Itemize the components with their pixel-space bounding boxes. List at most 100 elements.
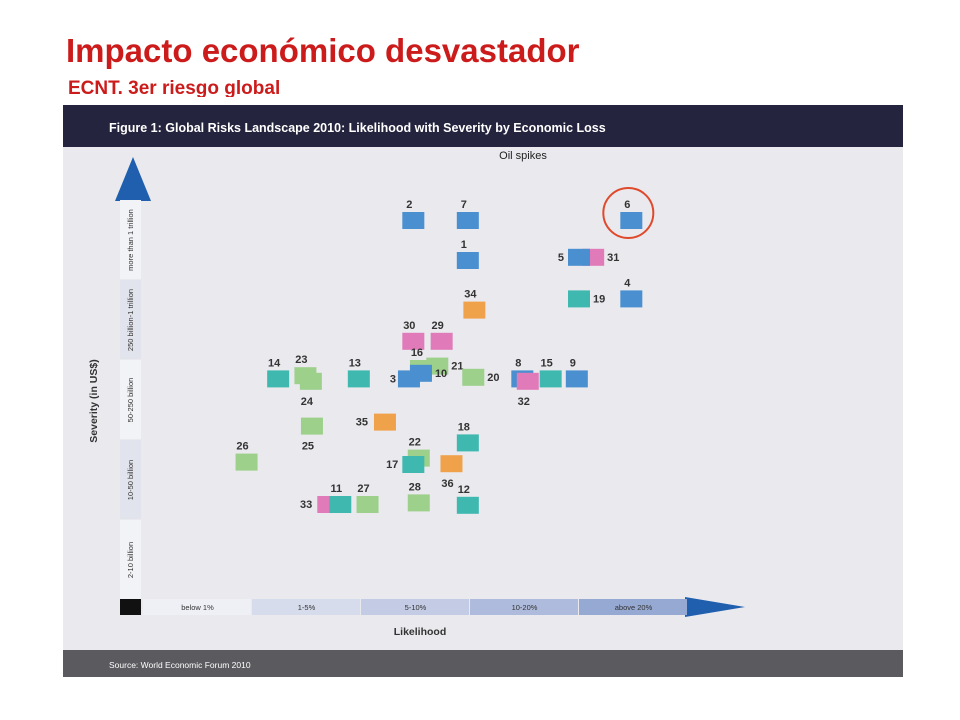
risk-point-28 [407, 494, 430, 512]
risk-point-label: 35 [356, 417, 368, 429]
risk-point-label: 15 [541, 357, 553, 369]
risk-point-12 [456, 496, 479, 514]
risk-point-14 [267, 370, 290, 388]
x-band-0 [143, 599, 251, 615]
risk-point-27 [356, 496, 379, 513]
risk-point-10 [409, 364, 432, 382]
risk-point-label: 2 [406, 199, 412, 211]
risk-point-label: 20 [487, 372, 499, 384]
y-band-2 [120, 360, 141, 439]
y-band-4 [120, 200, 141, 279]
risk-point-label: 10 [435, 368, 447, 380]
risk-point-15 [539, 370, 562, 388]
risk-point-1 [456, 252, 479, 269]
risk-point-24 [299, 372, 322, 390]
risk-point-label: 31 [607, 252, 619, 264]
highlight-circle [602, 187, 655, 239]
risk-point-label: 30 [403, 320, 415, 332]
x-tick-label: 1-5% [298, 603, 316, 612]
risk-point-label: 27 [357, 483, 369, 495]
y-tick-label: 10-50 billion [126, 460, 135, 500]
x-axis-bands: below 1% 1-5% 5-10% 10-20% above 20% [143, 599, 687, 615]
y-tick-label: 250 billion-1 trillion [126, 289, 135, 351]
risk-point-label: 28 [409, 481, 421, 493]
risk-landscape-figure: Figure 1: Global Risks Landscape 2010: L… [63, 105, 903, 682]
risk-point-5 [568, 248, 590, 266]
risk-point-label: 8 [515, 357, 521, 369]
risk-point-25 [300, 417, 323, 435]
risk-point-label: 19 [593, 293, 605, 305]
risk-point-label: 4 [624, 277, 631, 289]
x-tick-label: 10-20% [512, 603, 538, 612]
risk-point-36 [440, 455, 463, 473]
y-axis-label: Severity (in US$) [88, 359, 100, 442]
risk-point-label: 36 [441, 478, 453, 490]
risk-point-30 [402, 332, 425, 350]
risk-point-32 [516, 372, 539, 390]
y-axis-bands: 2-10 billion 10-50 billion 50-250 billion 2… [120, 200, 141, 599]
risk-point-19 [568, 290, 590, 308]
y-axis-arrow [115, 157, 151, 201]
risk-point-13 [347, 370, 370, 388]
risk-point-20 [462, 368, 485, 386]
risk-point-label: 14 [268, 357, 281, 369]
risk-point-label: 21 [451, 361, 463, 373]
risk-point-label: 13 [349, 357, 361, 369]
axis-origin-square [120, 599, 141, 615]
risk-point-26 [235, 453, 258, 471]
chart-footer-band [63, 650, 903, 677]
risk-point-9 [565, 370, 588, 388]
chart-header-band [63, 105, 903, 147]
risk-point-7 [456, 212, 479, 229]
risk-point-label: 34 [464, 289, 477, 301]
risk-point-label: 1 [461, 239, 467, 251]
risk-point-34 [463, 301, 486, 319]
risk-point-6 [620, 212, 643, 229]
chart-source: Source: World Economic Forum 2010 [109, 660, 251, 670]
risk-point-label: 9 [570, 357, 576, 369]
risk-point-17 [402, 456, 425, 473]
x-band-2 [361, 599, 469, 615]
slide-subtitle: ECNT. 3er riesgo global [68, 78, 281, 97]
risk-point-29 [430, 332, 453, 350]
risk-point-label: 22 [409, 437, 421, 449]
risk-point-label: 5 [558, 252, 564, 264]
risk-point-label: 6 [624, 199, 630, 211]
risk-landscape-chart: Figure 1: Global Risks Landscape 2010: L… [63, 105, 903, 677]
y-tick-label: more than 1 trillion [126, 209, 135, 271]
risk-point-label: 29 [432, 320, 444, 332]
y-tick-label: 2-10 billion [126, 542, 135, 578]
risk-point-label: 17 [386, 459, 398, 471]
risk-point-label: 26 [236, 441, 248, 453]
risk-point-4 [620, 290, 643, 308]
chart-panel [63, 105, 903, 677]
x-band-1 [252, 599, 360, 615]
x-axis-label: Likelihood [394, 626, 447, 638]
risk-point-label: 16 [411, 347, 423, 359]
x-tick-label: 5-10% [405, 603, 427, 612]
risk-point-11 [329, 496, 352, 513]
y-band-1 [120, 440, 141, 519]
risk-point-label: 3 [390, 373, 396, 385]
slide-title: Impacto económico desvastador [66, 32, 580, 69]
risk-point-label: 24 [301, 396, 314, 408]
risk-point-label: 12 [458, 484, 470, 496]
risk-point-18 [456, 434, 479, 452]
risk-point-label: 18 [458, 421, 470, 433]
chart-title: Figure 1: Global Risks Landscape 2010: L… [109, 121, 606, 135]
risk-point-label: 33 [300, 499, 312, 511]
oil-spikes-callout: Oil spikes [499, 150, 547, 162]
x-tick-label: above 20% [615, 603, 653, 612]
risk-point-35 [373, 413, 396, 431]
x-tick-label: below 1% [181, 603, 214, 612]
risk-point-label: 11 [330, 483, 342, 495]
risk-point-label: 32 [518, 396, 530, 408]
risk-point-label: 7 [461, 199, 467, 211]
y-band-0 [120, 520, 141, 599]
y-tick-label: 50-250 billion [126, 378, 135, 423]
risk-point-2 [402, 212, 425, 229]
x-axis-arrow [685, 597, 745, 617]
x-band-3 [470, 599, 578, 615]
y-band-3 [120, 280, 141, 359]
